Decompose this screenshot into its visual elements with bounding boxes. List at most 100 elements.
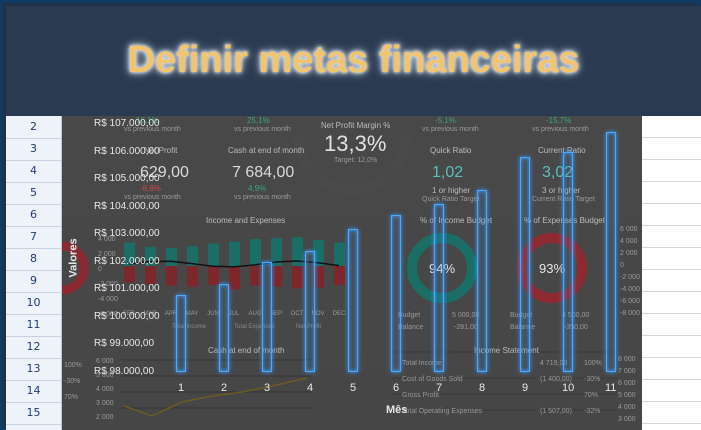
income-bar — [229, 241, 240, 266]
cell-gridline — [642, 291, 701, 292]
cash-chart-title: Cash at end of month — [208, 346, 285, 355]
is-right-tick: 5 000 — [618, 392, 636, 399]
x-tick-label: 8 — [479, 382, 486, 394]
cash-tick: 3 000 — [96, 400, 114, 407]
background-dashboard-graphics — [62, 135, 617, 417]
y-tick-label: R$ 102.000,00 — [94, 255, 160, 267]
ie-month-label: SEP — [270, 311, 282, 317]
cell-gridline — [642, 269, 701, 270]
row-header: 6 — [6, 204, 61, 227]
ie-month-label: FEB — [123, 311, 135, 317]
kpi3-change: -5,1% — [435, 116, 456, 125]
ie-left-tick: -4 000 — [98, 296, 118, 303]
y-axis-title: Valores — [67, 238, 80, 278]
kpi1-change: 16,1% — [136, 116, 159, 125]
chart-bar — [606, 132, 616, 372]
is-row-value: (1 507,00) — [540, 408, 572, 415]
expense-bar — [250, 266, 261, 286]
income-statement-title: Income Statement — [474, 346, 539, 355]
row-header: 15 — [6, 402, 61, 425]
ie-left-tick: -2 000 — [98, 281, 118, 288]
ie-right-tick: -8 000 — [620, 310, 640, 317]
expense-bar — [145, 266, 156, 284]
page-title: Definir metas financeiras — [127, 39, 580, 81]
chart-bar — [434, 203, 444, 372]
x-axis-title: Mês — [386, 404, 408, 416]
quick-ratio-note: 1 or higher — [432, 186, 471, 195]
net-profit-vs: vs previous month — [124, 194, 181, 201]
ie-right-tick: -4 000 — [620, 286, 640, 293]
ie-right-tick: 2 000 — [620, 250, 638, 257]
is-row-pct: -32% — [584, 408, 601, 415]
ie-legend-item: Total Expenses — [234, 324, 275, 330]
current-ratio-note: 3 or higher — [542, 186, 581, 195]
ie-month-label: MAY — [186, 311, 199, 317]
income-expenses-title: Income and Expenses — [206, 216, 286, 225]
is-right-tick: 4 000 — [618, 404, 636, 411]
y-tick-label: R$ 106.000,00 — [94, 145, 160, 157]
ie-month-label: JUN — [207, 311, 219, 317]
income-bar — [208, 243, 219, 266]
expense-budget-label: Budget — [510, 312, 533, 319]
x-tick-label: 3 — [264, 382, 271, 394]
y-tick-label: R$ 104.000,00 — [94, 200, 160, 212]
cash-tick: 6 000 — [96, 358, 114, 365]
x-tick-label: 6 — [393, 382, 400, 394]
left-edge-pct: -30% — [64, 378, 81, 385]
ie-right-tick: 0 — [620, 262, 624, 269]
income-bar — [124, 242, 135, 266]
income-expenses-chart: FEB MAR APR MAY JUN JUL AUG SEP OCT NOV DEC Total I… — [123, 237, 346, 330]
row-header: 9 — [6, 270, 61, 293]
expense-bar — [292, 266, 303, 289]
ie-right-tick: -6 000 — [620, 298, 640, 305]
quick-ratio-target: Quick Ratio Target — [422, 196, 480, 203]
dark-overlay: FEB MAR APR MAY JUN JUL AUG SEP OCT NOV DEC Total I… — [62, 116, 642, 430]
income-bar — [250, 239, 261, 266]
ie-month-label: APR — [165, 311, 178, 317]
is-row-value: 4 719,00 — [540, 360, 568, 367]
kpi4-vs: vs previous month — [532, 126, 589, 133]
cell-gridline — [642, 159, 701, 160]
cell-gridline — [642, 181, 701, 182]
income-bar — [166, 248, 177, 266]
expense-balance-value: -350,00 — [564, 324, 588, 331]
margin-target: Target: 12,0% — [334, 157, 378, 164]
x-tick-label: 1 — [178, 382, 185, 394]
chart-bar — [176, 294, 186, 372]
income-budget-value: 5 000,00 — [452, 312, 480, 319]
cell-gridline — [642, 137, 701, 138]
x-tick-label: 10 — [562, 382, 575, 394]
empty-cells-column[interactable] — [642, 116, 701, 430]
spreadsheet-area[interactable]: 2 3 4 5 6 7 8 9 10 11 12 13 14 15 — [6, 116, 701, 430]
ie-right-tick: 4 000 — [620, 238, 638, 245]
y-tick-label: R$ 103.000,00 — [94, 228, 160, 240]
expense-budget-title: % of Expenses Budget — [524, 216, 605, 225]
x-tick-label: 5 — [350, 382, 357, 394]
y-tick-label: R$ 101.000,00 — [94, 283, 160, 295]
is-row-pct: -30% — [584, 376, 601, 383]
income-balance-label: Balance — [398, 324, 424, 331]
y-tick-label: R$ 107.000,00 — [94, 118, 160, 129]
ie-month-label: OCT — [291, 311, 304, 317]
income-bar — [313, 239, 324, 266]
row-header: 5 — [6, 182, 61, 205]
chart-bar — [563, 151, 573, 372]
expense-bar — [334, 266, 345, 285]
row-header: 12 — [6, 336, 61, 359]
cell-gridline — [642, 401, 701, 402]
ie-legend-item: Net Profit — [296, 324, 321, 330]
income-bar — [334, 242, 345, 266]
ie-legend-item: Total Income — [172, 324, 207, 330]
expense-bar — [313, 266, 324, 288]
is-row-pct: 100% — [584, 360, 602, 367]
row-header: 14 — [6, 380, 61, 403]
ie-left-tick: 4 000 — [98, 236, 116, 243]
income-budget-label: Budget — [398, 312, 421, 319]
ie-left-tick: 2 000 — [98, 251, 116, 258]
chart-bar — [477, 190, 487, 372]
is-row-label: Total Operating Expenses — [402, 408, 483, 415]
ie-right-tick: -2 000 — [620, 274, 640, 281]
chart-bar — [219, 283, 229, 372]
is-row-pct: 70% — [584, 392, 599, 399]
ie-month-label: MAR — [143, 311, 157, 317]
